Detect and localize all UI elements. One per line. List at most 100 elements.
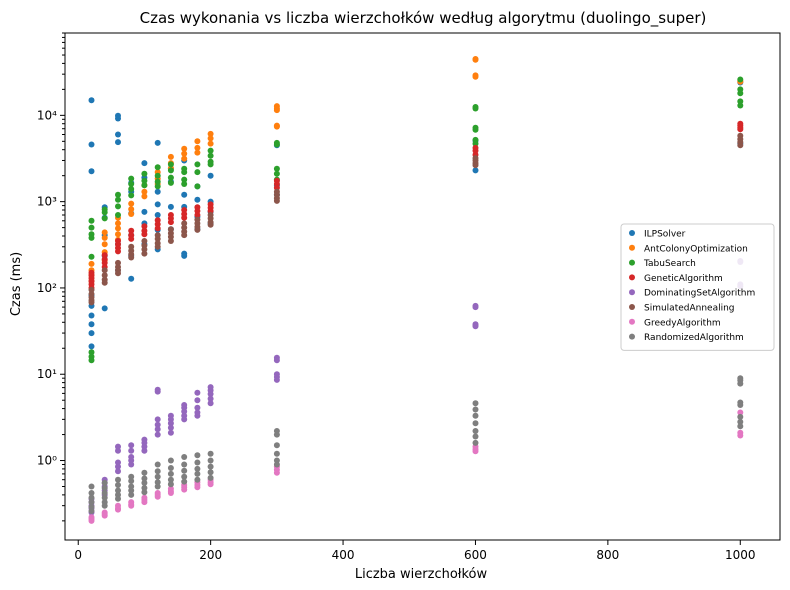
data-point bbox=[194, 476, 201, 483]
data-point bbox=[181, 467, 188, 474]
data-point bbox=[737, 423, 744, 430]
data-point bbox=[167, 153, 174, 160]
data-point bbox=[128, 502, 135, 509]
legend-label: AntColonyOptimization bbox=[644, 244, 748, 254]
legend-label: DominatingSetAlgorithm bbox=[644, 289, 755, 299]
data-point bbox=[115, 203, 121, 210]
data-point bbox=[472, 105, 479, 112]
data-point bbox=[141, 447, 148, 454]
data-point bbox=[115, 443, 121, 450]
legend-frame bbox=[620, 223, 775, 351]
data-point bbox=[141, 160, 148, 167]
data-point bbox=[88, 343, 95, 350]
plot-frame bbox=[64, 32, 781, 541]
legend-label: GeneticAlgorithm bbox=[644, 274, 723, 284]
data-point bbox=[115, 139, 121, 146]
data-point bbox=[194, 161, 201, 168]
data-point bbox=[88, 357, 95, 364]
data-point bbox=[472, 323, 479, 330]
data-point bbox=[472, 428, 479, 434]
data-point bbox=[101, 494, 108, 501]
data-point bbox=[194, 404, 201, 411]
series-SimulatedAnnealing bbox=[88, 132, 744, 306]
data-point bbox=[167, 457, 174, 464]
data-point bbox=[167, 203, 174, 210]
data-point bbox=[207, 395, 214, 402]
data-point bbox=[88, 321, 95, 328]
data-point bbox=[154, 426, 161, 433]
data-point bbox=[128, 181, 135, 187]
data-point bbox=[194, 459, 201, 466]
data-point bbox=[101, 234, 108, 241]
data-point bbox=[167, 179, 174, 186]
data-point bbox=[101, 490, 108, 496]
data-point bbox=[273, 450, 280, 457]
data-point bbox=[88, 349, 95, 356]
data-point bbox=[273, 442, 280, 449]
data-point bbox=[472, 406, 479, 413]
data-point bbox=[101, 479, 108, 486]
data-point bbox=[88, 483, 95, 490]
data-point bbox=[181, 461, 188, 468]
data-point bbox=[154, 164, 161, 171]
data-point bbox=[737, 126, 744, 133]
data-point bbox=[101, 485, 108, 491]
data-point bbox=[141, 479, 148, 486]
data-point bbox=[154, 468, 161, 475]
data-point bbox=[167, 429, 174, 436]
data-point bbox=[115, 463, 121, 470]
data-point bbox=[472, 167, 479, 174]
data-point bbox=[115, 459, 121, 466]
data-point bbox=[167, 161, 174, 168]
data-point bbox=[115, 196, 121, 203]
data-point bbox=[472, 439, 479, 446]
data-point bbox=[154, 416, 161, 423]
data-point bbox=[472, 126, 479, 133]
data-point bbox=[194, 196, 201, 203]
data-point bbox=[128, 461, 135, 468]
data-point bbox=[128, 206, 135, 213]
data-point bbox=[141, 475, 148, 482]
data-point bbox=[128, 254, 135, 261]
data-point bbox=[128, 491, 135, 498]
data-point bbox=[101, 259, 108, 266]
data-point bbox=[128, 473, 135, 480]
data-point bbox=[115, 231, 121, 238]
data-point bbox=[154, 479, 161, 486]
data-point bbox=[167, 424, 174, 431]
data-point bbox=[181, 232, 188, 239]
data-point bbox=[472, 400, 479, 407]
data-point bbox=[207, 463, 214, 470]
data-point bbox=[88, 330, 95, 337]
data-point bbox=[101, 502, 108, 509]
data-point bbox=[141, 499, 148, 506]
data-point bbox=[167, 233, 174, 240]
data-point bbox=[472, 304, 479, 311]
data-point bbox=[472, 420, 479, 427]
data-point bbox=[154, 172, 161, 179]
data-point bbox=[737, 432, 744, 439]
legend: ILPSolver AntColonyOptimization TabuSearch… bbox=[620, 223, 775, 351]
data-point bbox=[472, 147, 479, 154]
data-point bbox=[194, 397, 201, 404]
data-point bbox=[273, 376, 280, 383]
data-point bbox=[88, 490, 95, 496]
data-point bbox=[154, 139, 161, 146]
data-point bbox=[207, 457, 214, 464]
data-point bbox=[115, 482, 121, 488]
data-point bbox=[181, 220, 188, 227]
data-point bbox=[154, 235, 161, 242]
data-point bbox=[207, 391, 214, 397]
data-point bbox=[141, 485, 148, 491]
data-point bbox=[115, 447, 121, 454]
x-tick-label: 400 bbox=[332, 548, 355, 562]
data-point bbox=[167, 481, 174, 488]
legend-marker bbox=[629, 333, 635, 340]
data-point bbox=[273, 123, 280, 130]
y-tick-label: 10² bbox=[37, 281, 57, 295]
data-point bbox=[273, 184, 280, 191]
data-point bbox=[128, 227, 135, 234]
data-point bbox=[273, 170, 280, 177]
data-point bbox=[273, 107, 280, 114]
data-point bbox=[141, 170, 148, 177]
